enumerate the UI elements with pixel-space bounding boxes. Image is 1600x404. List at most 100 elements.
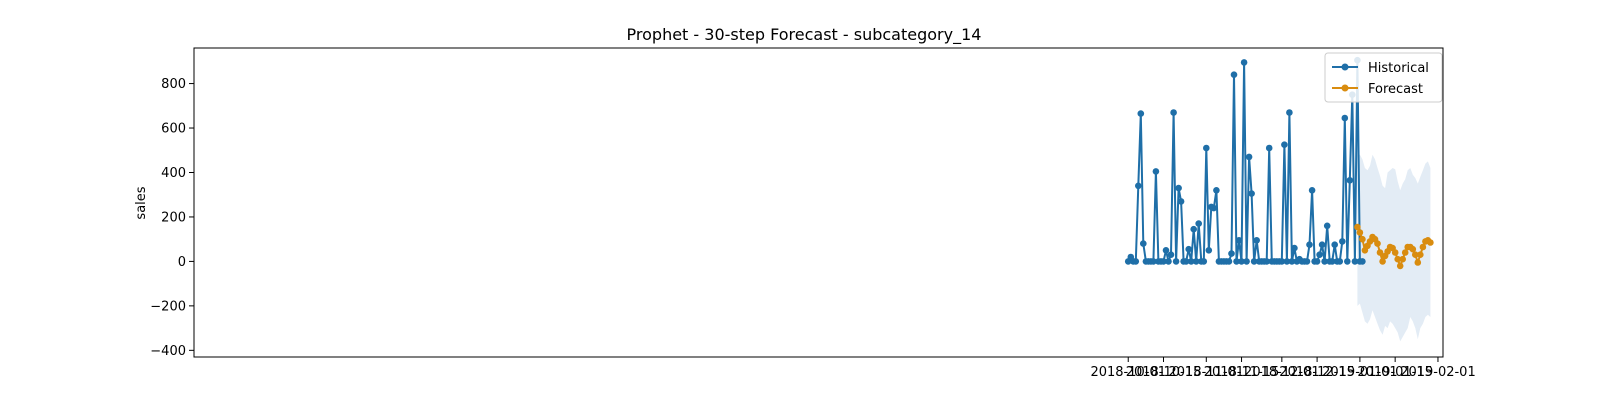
data-point-historical xyxy=(1316,251,1323,258)
data-point-forecast xyxy=(1417,251,1424,258)
legend-label-historical: Historical xyxy=(1368,61,1429,76)
data-point-historical xyxy=(1243,258,1250,265)
data-point-historical xyxy=(1250,258,1258,265)
x-tick-label: 2018-10-01 xyxy=(1090,365,1166,380)
data-point-forecast xyxy=(1412,251,1419,258)
series-line-historical xyxy=(1127,59,1363,263)
data-point-historical xyxy=(1233,258,1240,265)
data-point-historical xyxy=(1313,258,1321,265)
y-tick-label: 800 xyxy=(161,77,186,92)
data-point-historical xyxy=(1328,258,1336,265)
data-point-historical xyxy=(1192,258,1200,265)
y-tick-label: 600 xyxy=(161,122,186,137)
data-point-historical xyxy=(1306,241,1313,248)
data-point-historical xyxy=(1182,258,1190,265)
data-point-forecast xyxy=(1354,223,1361,231)
data-point-historical xyxy=(1177,198,1185,205)
y-tick-label: −200 xyxy=(150,299,186,314)
data-point-forecast xyxy=(1414,259,1422,266)
data-point-historical xyxy=(1283,258,1291,265)
data-point-historical xyxy=(1245,153,1253,161)
data-point-historical xyxy=(1303,258,1311,265)
x-tick-label: 2018-12-15 xyxy=(1279,365,1355,380)
data-point-historical xyxy=(1225,258,1233,265)
data-point-historical xyxy=(1351,258,1359,265)
data-point-historical xyxy=(1359,258,1366,265)
data-point-historical xyxy=(1200,258,1208,265)
data-point-historical xyxy=(1152,168,1160,175)
data-point-forecast xyxy=(1359,235,1366,243)
data-point-historical xyxy=(1331,241,1338,248)
data-point-forecast xyxy=(1391,249,1399,256)
x-tick-label: 2019-02-01 xyxy=(1400,365,1476,380)
data-point-historical xyxy=(1167,251,1175,258)
x-tick-label: 2018-12-01 xyxy=(1244,365,1320,380)
data-point-historical xyxy=(1288,258,1296,265)
plot-frame xyxy=(193,47,1444,358)
data-point-historical xyxy=(1228,250,1235,257)
legend-dot-forecast xyxy=(1341,84,1349,92)
data-point-historical xyxy=(1321,258,1328,265)
data-point-historical xyxy=(1160,258,1167,265)
data-point-historical xyxy=(1265,144,1273,152)
x-tick-label: 2018-11-15 xyxy=(1204,365,1280,380)
data-point-historical xyxy=(1240,59,1248,66)
data-point-historical xyxy=(1344,258,1351,265)
data-point-historical xyxy=(1165,258,1172,265)
legend-dot-historical xyxy=(1341,63,1349,71)
data-point-historical xyxy=(1213,187,1220,194)
data-point-historical xyxy=(1132,258,1140,265)
legend: Historical Forecast xyxy=(1324,52,1443,103)
x-tick-label: 2018-10-15 xyxy=(1126,365,1202,380)
data-point-historical xyxy=(1185,245,1192,253)
data-point-historical xyxy=(1175,184,1182,192)
data-point-forecast xyxy=(1419,243,1427,251)
axes-layer: 2018-10-012018-10-152018-11-012018-11-15… xyxy=(150,47,1476,380)
data-point-historical xyxy=(1263,258,1270,265)
data-point-historical xyxy=(1203,144,1210,152)
data-point-historical xyxy=(1230,71,1238,78)
y-axis-label: sales xyxy=(134,186,149,219)
data-point-historical xyxy=(1190,225,1197,233)
data-point-historical xyxy=(1248,190,1255,197)
data-point-historical xyxy=(1278,258,1286,265)
data-point-historical xyxy=(1172,258,1180,265)
data-point-historical xyxy=(1135,182,1142,190)
data-point-historical xyxy=(1170,109,1177,116)
data-point-historical xyxy=(1140,240,1147,247)
y-tick-label: 400 xyxy=(161,166,186,181)
data-point-historical xyxy=(1341,114,1349,122)
data-point-forecast xyxy=(1401,249,1409,256)
data-point-historical xyxy=(1346,177,1354,184)
data-point-forecast xyxy=(1356,229,1364,236)
y-tick-label: −400 xyxy=(150,344,186,359)
legend-label-forecast: Forecast xyxy=(1368,82,1423,97)
data-point-forecast xyxy=(1409,245,1417,253)
data-point-forecast xyxy=(1374,240,1381,247)
data-point-historical xyxy=(1150,258,1157,265)
data-point-historical xyxy=(1205,247,1213,254)
x-tick-label: 2019-01-01 xyxy=(1322,365,1398,380)
data-point-historical xyxy=(1137,110,1145,117)
data-point-historical xyxy=(1195,220,1202,227)
x-tick-label: 2018-11-01 xyxy=(1169,365,1245,380)
data-point-historical xyxy=(1281,141,1288,148)
series-layer xyxy=(1124,56,1434,270)
data-point-historical xyxy=(1235,237,1243,244)
data-point-forecast xyxy=(1427,239,1434,246)
chart-title: Prophet - 30-step Forecast - subcategory… xyxy=(627,25,982,45)
data-point-historical xyxy=(1187,258,1195,265)
data-point-historical xyxy=(1210,204,1218,212)
data-point-forecast xyxy=(1376,249,1384,256)
legend-box xyxy=(1324,52,1443,103)
data-point-historical xyxy=(1308,187,1316,194)
y-tick-label: 200 xyxy=(161,210,186,225)
data-point-historical xyxy=(1286,109,1293,116)
data-point-historical xyxy=(1339,238,1346,245)
data-point-historical xyxy=(1318,241,1326,248)
data-point-historical xyxy=(1323,222,1331,230)
data-point-forecast xyxy=(1379,258,1386,265)
y-tick-label: 0 xyxy=(178,255,186,270)
